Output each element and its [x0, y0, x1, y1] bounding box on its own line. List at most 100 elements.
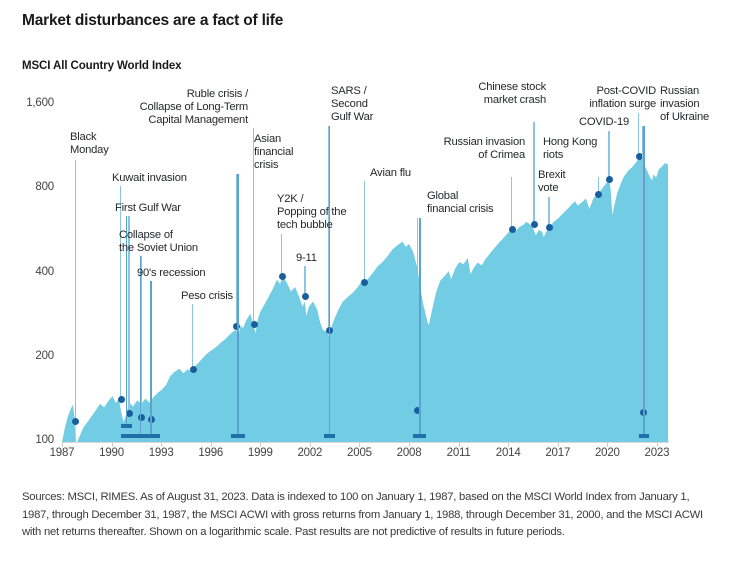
annotation-marker-dot: [278, 272, 286, 280]
annotation-marker-dot: [595, 190, 603, 198]
x-axis-tick-mark: [409, 442, 411, 447]
annotation-connector-line: [119, 186, 122, 400]
event-range-bar: [413, 434, 427, 438]
annotation-stem-line: [418, 218, 421, 434]
annotation-label: Avian flu: [370, 167, 411, 179]
annotation-connector-line: [74, 160, 76, 422]
x-axis-tick-mark: [359, 442, 361, 447]
y-axis-tick-label: 100: [35, 434, 54, 446]
event-range-bar: [120, 424, 133, 428]
y-axis-tick-label: 200: [35, 349, 54, 362]
x-axis-tick-mark: [62, 442, 63, 447]
annotation-marker-dot: [361, 278, 369, 286]
annotation-connector-line: [533, 122, 535, 225]
annotation-marker-dot: [138, 414, 146, 422]
event-range-bar: [323, 434, 335, 438]
annotation-connector-line: [235, 174, 238, 327]
x-axis-tick-mark: [557, 442, 559, 447]
x-axis-tick-mark: [309, 442, 311, 447]
annotation-marker-dot: [72, 418, 80, 426]
y-axis-tick-label: 400: [35, 265, 54, 278]
annotation-marker-dot: [606, 175, 613, 183]
event-range-bar: [638, 434, 650, 438]
x-axis-tick-label: 1987: [49, 447, 75, 459]
annotation-stem-line: [328, 126, 331, 434]
x-axis-tick-label: 2002: [297, 447, 323, 459]
annotation-connector-line: [642, 126, 644, 412]
annotation-label: COVID-19: [578, 116, 629, 128]
annotation-label: Post-COVID inflation surge: [589, 85, 656, 111]
area-series: [62, 156, 668, 442]
annotation-connector-line: [510, 177, 513, 230]
event-range-bar: [120, 434, 161, 438]
x-axis-tick-mark: [111, 442, 113, 447]
x-axis-tick-mark: [508, 442, 510, 447]
annotation-connector-line: [548, 197, 550, 228]
chart-subtitle: MSCI All Country World Index: [22, 60, 182, 72]
annotation-connector-line: [416, 218, 418, 411]
x-axis-line: [62, 442, 669, 443]
y-axis-tick-label: 1,600: [26, 97, 54, 110]
annotation-label: Hong Kong riots: [543, 136, 598, 162]
annotation-stem-line: [237, 174, 239, 434]
source-note: Sources: MSCI, RIMES. As of August 31, 2…: [22, 491, 703, 538]
annotation-marker-dot: [546, 223, 554, 231]
annotation-connector-line: [608, 131, 610, 180]
x-axis-tick-mark: [161, 442, 163, 447]
x-axis-tick-label: 2011: [446, 447, 471, 459]
annotation-label: Chinese stock market crash: [478, 81, 546, 107]
x-axis-tick-label: 1990: [99, 447, 124, 459]
annotation-connector-line: [252, 128, 255, 325]
annotation-connector-line: [363, 181, 366, 283]
x-axis-tick-label: 1996: [198, 447, 224, 459]
annotation-connector-line: [128, 216, 130, 414]
x-axis-tick-mark: [210, 442, 212, 447]
event-range-bar: [230, 434, 246, 438]
plot-area: [62, 78, 668, 442]
annotation-stem-line: [150, 281, 153, 434]
annotation-connector-line: [638, 113, 640, 157]
x-axis-tick-mark: [607, 442, 609, 447]
x-axis-tick-mark: [458, 442, 460, 447]
x-axis-tick-label: 2014: [495, 447, 521, 459]
annotation-marker-dot: [125, 410, 133, 418]
x-axis-tick-mark: [656, 442, 658, 447]
x-axis-tick-label: 2008: [396, 447, 422, 459]
annotation-label: Asian financial crisis: [254, 133, 294, 172]
annotation-label: Peso crisis: [181, 290, 233, 302]
page-title: Market disturbances are a fact of life: [22, 12, 284, 29]
x-axis-tick-mark: [260, 442, 262, 447]
annotation-marker-dot: [508, 225, 516, 233]
annotation-label: Global financial crisis: [427, 190, 494, 216]
annotation-connector-line: [304, 266, 306, 297]
annotation-connector-line: [140, 256, 142, 418]
annotation-marker-dot: [414, 406, 422, 414]
annotation-stem-line: [643, 126, 645, 434]
annotation-label: Brexit vote: [538, 169, 566, 195]
annotation-label: 90's recession: [137, 267, 206, 279]
annotation-label: First Gulf War: [115, 202, 181, 214]
annotation-marker-dot: [233, 323, 241, 331]
x-axis-tick-label: 1993: [148, 447, 174, 459]
annotation-connector-line: [597, 177, 599, 195]
annotation-label: Kuwait invasion: [112, 172, 187, 184]
annotation-marker-dot: [117, 395, 125, 403]
annotation-label: Ruble crisis / Collapse of Long-Term Cap…: [139, 88, 249, 127]
annotation-marker-dot: [635, 153, 643, 161]
x-axis-tick-label: 1999: [247, 447, 273, 459]
annotation-marker-dot: [250, 321, 258, 329]
annotation-stem-line: [139, 256, 142, 434]
annotation-label: Russian invasion of Ukraine: [660, 85, 709, 124]
y-axis-tick-label: 800: [35, 181, 54, 194]
annotation-stem-line: [125, 216, 128, 424]
x-axis-tick-label: 2005: [347, 447, 372, 459]
annotation-connector-line: [191, 304, 194, 370]
annotation-label: Russian invasion of Crimea: [443, 136, 526, 162]
x-axis-tick-label: 2017: [545, 447, 571, 459]
x-axis-tick-label: 2020: [594, 447, 620, 459]
x-axis-tick-label: 2023: [644, 447, 670, 459]
annotation-label: Black Monday: [70, 131, 109, 157]
annotation-label: Y2K / Popping of the tech bubble: [277, 193, 347, 232]
annotation-marker-dot: [189, 365, 197, 373]
